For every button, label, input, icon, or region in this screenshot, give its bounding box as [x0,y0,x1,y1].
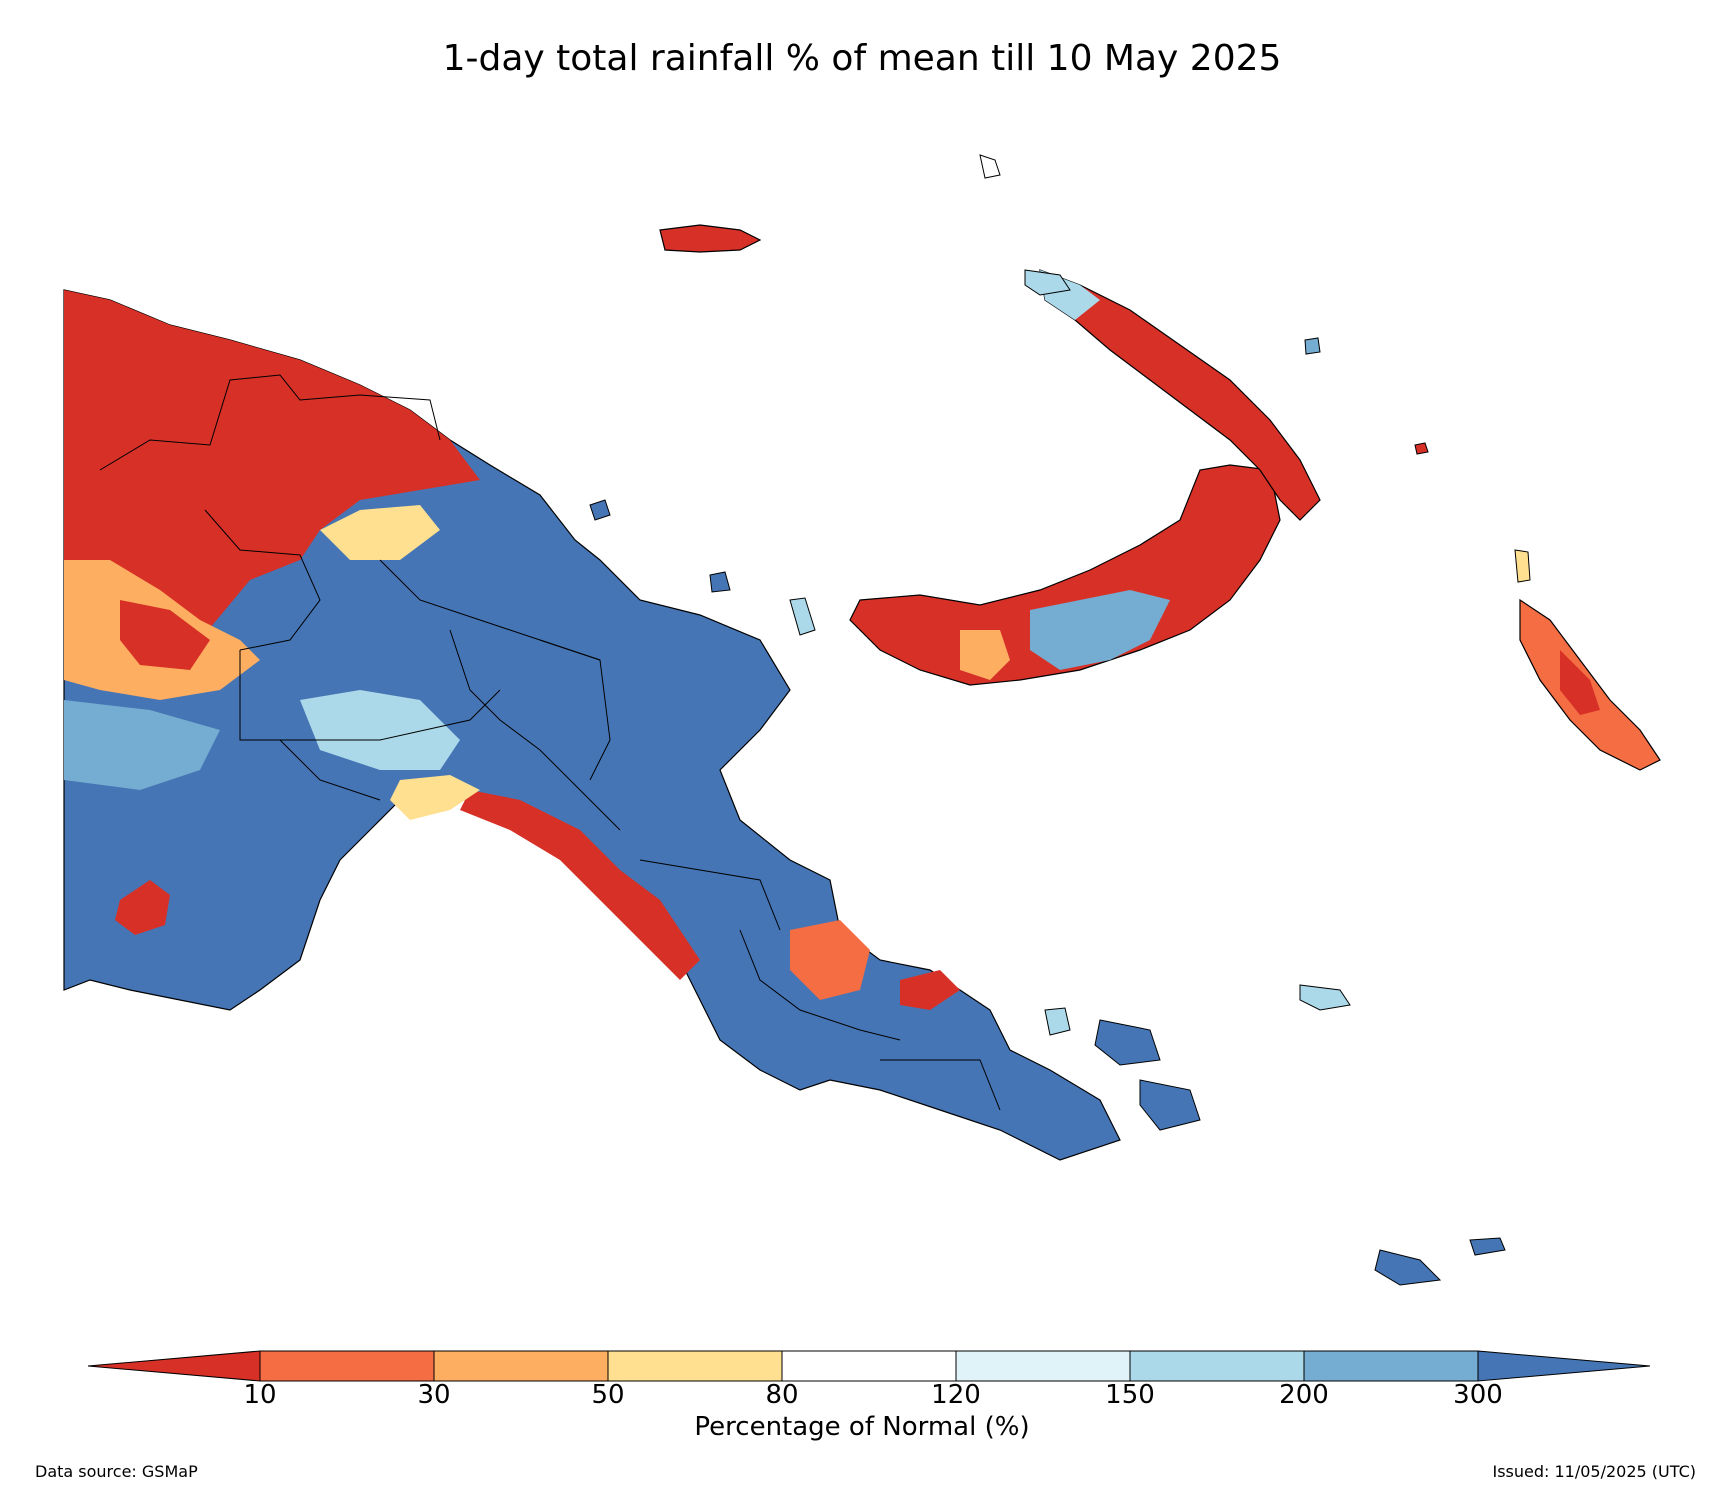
colorbar-segment [1129,1350,1305,1382]
new-ireland [1039,269,1321,521]
bougainville-dry [1560,650,1600,715]
peninsula-dry-2 [900,970,960,1010]
north-dry-zone [64,290,480,680]
colorbar-segment [1303,1350,1479,1382]
colorbar-tick-label: 120 [931,1380,981,1410]
colorbar-arrow-high [1477,1350,1651,1382]
karkar-island [589,499,611,521]
colorbar-segment [259,1350,435,1382]
new-britain-wet [1030,590,1170,670]
gulf-coast-below [390,775,480,820]
buka-island [1514,549,1531,583]
long-island [709,571,731,593]
peninsula-dry [790,920,870,1000]
new-britain-dry [849,464,1281,686]
colorbar-tick-label: 10 [243,1380,277,1410]
new-britain-below [960,630,1010,680]
data-source: Data source: GSMaP [35,1462,198,1481]
tanga-island [1414,442,1429,455]
colorbar-tick-label: 150 [1105,1380,1155,1410]
gulf-coast-dry [460,790,700,980]
southwest-dry-spot [115,880,170,935]
colorbar-tick-label: 50 [591,1380,625,1410]
colorbar-segment [607,1350,783,1382]
goodenough-island [1044,1007,1071,1036]
colorbar-tick-label: 80 [765,1380,799,1410]
colorbar-label: Percentage of Normal (%) [694,1412,1030,1442]
north-coast-normal [320,505,440,560]
milne-bay-islands-1 [1094,1019,1161,1066]
southwest-above [64,700,220,790]
colorbar-segment [955,1350,1131,1382]
umboi-island [789,597,816,636]
new-hanover [1024,269,1071,296]
colorbar-arrow-low [87,1350,261,1382]
colorbar-tick-label: 300 [1453,1380,1503,1410]
north-dry-core [120,600,210,670]
colorbar-tick-label: 200 [1279,1380,1329,1410]
province-boundaries [99,374,1001,1111]
trobriand-islands [1299,984,1351,1011]
map-title: 1-day total rainfall % of mean till 10 M… [442,38,1282,79]
manus-island [659,224,762,253]
colorbar-segments [87,1350,1651,1382]
rossel-island [1469,1237,1506,1256]
colorbar-tick-label: 30 [417,1380,451,1410]
highlands-above [300,690,460,770]
colorbar-segment [781,1350,957,1382]
colorbar-segment [433,1350,609,1382]
lihir-island [1304,337,1321,355]
mussau-island [979,154,1001,179]
milne-bay-islands-2 [1139,1079,1201,1131]
issued-date: Issued: 11/05/2025 (UTC) [1492,1462,1696,1481]
louisiade-islands [1374,1249,1442,1286]
